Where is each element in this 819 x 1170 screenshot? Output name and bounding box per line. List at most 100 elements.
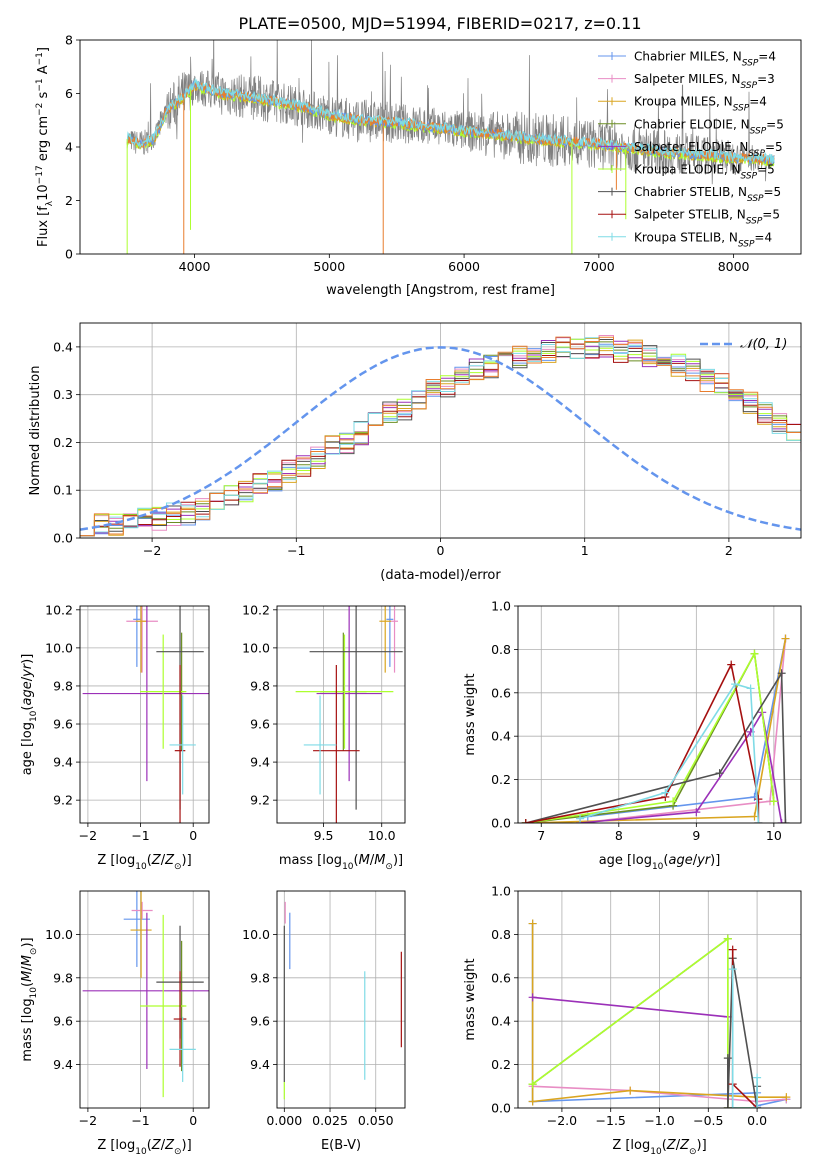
age_vs_Z-plot-area (82, 606, 209, 823)
x-tick-label: −1 (287, 543, 305, 558)
age_vs_mass-panel: 9.5 10.0 9.2 9.4 9.6 9.8 10.0 10.2 mass [log10(M… (242, 602, 406, 872)
series-point (777, 819, 786, 823)
series-point (728, 1104, 737, 1108)
y-tick-label: 9.6 (250, 717, 270, 732)
mass_vs_Z-panel: −2 −1 0 9.4 9.6 9.8 10.0 Z [log10(Z/Z⊙)] mass [l… (20, 890, 210, 1157)
y-tick-label: 4 (65, 140, 73, 155)
x-tick-label: 10 (766, 828, 782, 843)
y-tick-label: 9.4 (250, 755, 270, 770)
x-tick-label: −1 (131, 828, 149, 843)
series-point (753, 1104, 762, 1108)
x-tick-label: 9 (692, 828, 700, 843)
series-point (777, 669, 786, 678)
series-line (532, 937, 758, 1108)
x-tick-label: 1 (581, 543, 589, 558)
x-tick-label: 10.0 (368, 828, 396, 843)
y-axis-label: mass [log10(M/M⊙)] (20, 937, 39, 1061)
y-tick-label: 10.2 (242, 602, 270, 617)
y-axis-label: mass weight (463, 673, 478, 755)
x-tick-label: −0.5 (693, 1113, 723, 1128)
series-point (727, 660, 736, 669)
y-tick-label: 9.4 (53, 1057, 73, 1072)
x-tick-label: −2 (143, 543, 161, 558)
y-tick-label: 0.6 (491, 970, 511, 985)
y-tick-label: 10.0 (242, 927, 270, 942)
series-line (532, 1085, 787, 1103)
series-point (715, 769, 724, 778)
axes-frame (79, 890, 210, 1109)
series-point (750, 649, 759, 658)
y-tick-label: 0.2 (53, 435, 73, 450)
series-point (781, 634, 790, 643)
series-line (525, 670, 787, 823)
series-point (753, 1073, 762, 1082)
series-point (782, 1093, 791, 1102)
y-tick-label: 0.0 (53, 531, 73, 546)
y-tick-label: 9.8 (53, 970, 73, 985)
series-point (728, 965, 737, 974)
x-tick-label: 0.000 (266, 1113, 302, 1128)
gaussian-reference-curve (80, 346, 801, 531)
series-point (781, 819, 790, 823)
residual-histogram-step (80, 336, 801, 538)
series-point (528, 1097, 537, 1106)
age_vs_mass-plot-area (295, 606, 403, 823)
series-point (769, 797, 778, 806)
y-tick-label: 8 (65, 33, 73, 48)
series-point (692, 808, 701, 817)
x-axis-label: Z [log10(Z/Z⊙)] (97, 853, 191, 872)
y-tick-label: 0.0 (491, 1101, 511, 1116)
series-point (723, 934, 732, 943)
x-axis-label: E(B-V) (321, 1138, 361, 1153)
x-tick-label: 7000 (583, 259, 615, 274)
x-tick-label: −1.0 (644, 1113, 674, 1128)
spectrum-plot-area (126, 40, 775, 254)
legend-entry: Chabrier STELIB, NSSP=5 (634, 185, 781, 204)
y-tick-label: 0.4 (491, 729, 511, 744)
series-point (723, 1104, 732, 1108)
x-axis-label: Z [log10(Z/Z⊙)] (612, 1138, 706, 1157)
y-tick-label: 0.4 (491, 1014, 511, 1029)
x-tick-label: 4000 (179, 259, 211, 274)
x-tick-label: 0 (189, 828, 197, 843)
age_vs_Z-panel: −2 −1 0 9.2 9.4 9.6 9.8 10.0 10.2 Z [log10(Z/Z⊙)]… (20, 602, 210, 872)
y-axis-label: mass weight (463, 958, 478, 1040)
legend: Chabrier MILES, NSSP=4 Salpeter MILES, NS… (598, 50, 784, 249)
series-point (661, 788, 670, 797)
figure-title: PLATE=0500, MJD=51994, FIBERID=0217, z=0… (238, 14, 641, 33)
y-tick-label: 0.2 (491, 772, 511, 787)
y-axis-label: age [log10(age/yr)] (20, 654, 39, 776)
series-point (669, 797, 678, 806)
axes-frame (79, 39, 802, 255)
x-tick-label: 8 (615, 828, 623, 843)
y-tick-label: 0.8 (491, 927, 511, 942)
residual-histogram-step (80, 335, 801, 538)
y-tick-label: 9.4 (53, 755, 73, 770)
x-tick-label: 0.050 (358, 1113, 394, 1128)
y-tick-label: 9.8 (250, 678, 270, 693)
mass_weight_vs_age-panel: 7 8 9 10 0.0 0.2 0.4 0.6 0.8 1.0 age [log10(age/yr… (463, 599, 802, 872)
series-line (532, 937, 758, 1108)
series-point (746, 684, 755, 693)
y-tick-label: 10.0 (45, 640, 73, 655)
axes-frame (276, 890, 406, 1109)
x-tick-label: −2.0 (547, 1113, 577, 1128)
series-point (731, 680, 740, 689)
axes-frame (517, 605, 802, 824)
x-axis-label: mass [log10(M/M⊙)] (279, 853, 403, 872)
x-axis-label: wavelength [Angstrom, rest frame] (326, 283, 555, 298)
y-tick-label: 0.3 (53, 387, 73, 402)
y-tick-label: 10.0 (45, 927, 73, 942)
axes-frame (276, 605, 406, 824)
y-tick-label: 9.6 (53, 1014, 73, 1029)
legend-entry: Kroupa ELODIE, NSSP=5 (634, 163, 775, 182)
y-tick-label: 0.2 (491, 1057, 511, 1072)
series-point (528, 993, 537, 1002)
series-point (626, 1086, 635, 1095)
x-tick-label: 5000 (313, 259, 345, 274)
x-tick-label: 0.0 (747, 1113, 767, 1128)
y-tick-label: 9.2 (250, 793, 270, 808)
legend-entry: Chabrier ELODIE, NSSP=5 (634, 117, 784, 136)
y-tick-label: 9.8 (53, 678, 73, 693)
x-tick-label: 7 (537, 828, 545, 843)
